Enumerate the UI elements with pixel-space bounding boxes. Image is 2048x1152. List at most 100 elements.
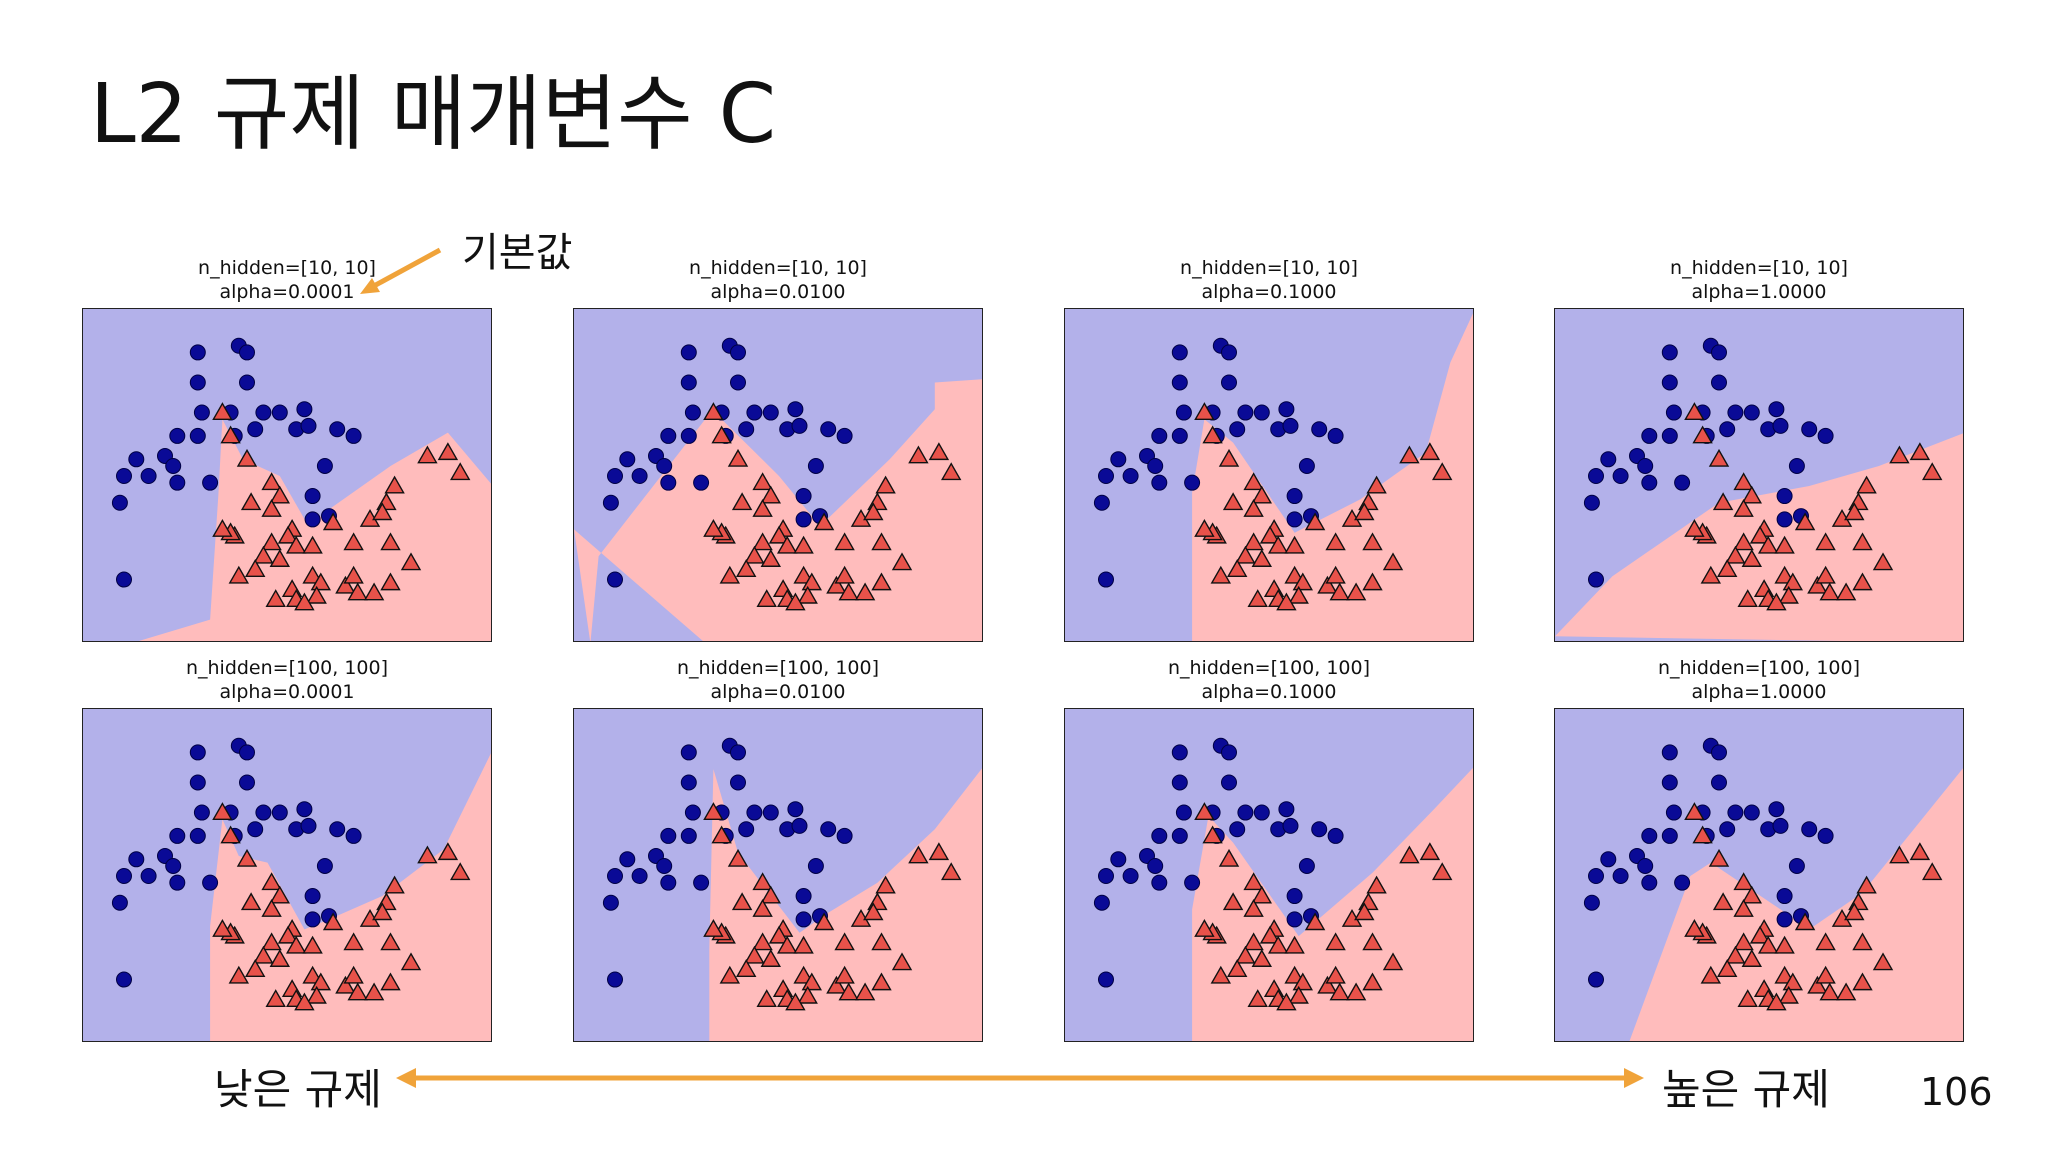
- class1-point: [1362, 572, 1383, 591]
- class1-point: [1366, 875, 1387, 894]
- panel-title-alpha: alpha=0.1000: [1201, 281, 1337, 303]
- class0-point: [189, 827, 206, 844]
- class0-point: [1221, 374, 1237, 391]
- class0-point: [795, 511, 812, 528]
- decision-boundary-plot: [1064, 308, 1474, 642]
- class1-point: [1794, 912, 1816, 931]
- class1-point: [1329, 982, 1350, 1001]
- class1-point: [1345, 582, 1367, 601]
- class0-point: [738, 421, 755, 438]
- class1-point: [1774, 535, 1795, 554]
- class1-point: [928, 842, 950, 861]
- class1-point: [265, 589, 286, 608]
- class1-point: [269, 549, 291, 567]
- class0-point: [1661, 374, 1678, 391]
- class1-point: [261, 472, 282, 491]
- class1-point: [302, 935, 323, 954]
- class0-point: [1817, 827, 1834, 844]
- class1-point: [1226, 559, 1248, 577]
- class0-point: [189, 374, 206, 391]
- class1-point: [1757, 935, 1779, 954]
- class0-point: [730, 374, 746, 391]
- class0-point: [807, 857, 824, 874]
- class0-point: [1171, 744, 1188, 761]
- class1-point: [1276, 592, 1297, 611]
- decision-boundary-plot: [1064, 708, 1474, 1042]
- class1-point: [1259, 525, 1281, 544]
- decision-boundary-plot: [82, 708, 492, 1042]
- class0-point: [1661, 774, 1678, 791]
- class1-point: [1700, 965, 1722, 984]
- class1-point: [1909, 442, 1931, 461]
- class0-point: [1788, 857, 1805, 874]
- class1-point: [1807, 575, 1828, 594]
- class0-point: [762, 804, 779, 821]
- class1-point: [261, 532, 282, 551]
- class1-point: [253, 545, 274, 564]
- class1-point: [1856, 475, 1877, 494]
- class0-point: [820, 421, 837, 438]
- class1-point: [801, 572, 823, 591]
- class1-point: [347, 982, 368, 1001]
- class1-point: [335, 575, 356, 594]
- class0-point: [1327, 827, 1344, 844]
- class1-point: [731, 492, 753, 511]
- class1-point: [347, 582, 368, 601]
- class1-point: [1807, 975, 1828, 994]
- class1-point: [834, 932, 855, 951]
- panel-title-alpha: alpha=0.0100: [710, 281, 846, 303]
- class0-point: [1600, 451, 1617, 468]
- class0-point: [1674, 874, 1691, 891]
- class1-point: [752, 532, 773, 551]
- class0-point: [1311, 421, 1328, 438]
- panel-title-alpha: alpha=0.0100: [710, 681, 846, 703]
- class0-point: [304, 511, 321, 528]
- class0-point: [1221, 774, 1237, 791]
- class0-point: [1093, 894, 1110, 911]
- class1-point: [871, 572, 892, 591]
- class0-point: [247, 421, 264, 438]
- class1-point: [1766, 992, 1787, 1011]
- class0-point: [165, 457, 182, 474]
- class1-point: [928, 442, 950, 461]
- class0-point: [656, 457, 673, 474]
- class0-point: [1711, 374, 1727, 391]
- class1-point: [1716, 959, 1738, 977]
- class0-point: [255, 804, 272, 821]
- class1-point: [875, 875, 896, 894]
- class1-point: [1815, 532, 1836, 551]
- class1-point: [871, 932, 892, 951]
- class0-point: [304, 911, 321, 928]
- class1-point: [302, 535, 323, 554]
- class1-point: [1399, 445, 1420, 464]
- class1-point: [940, 462, 962, 481]
- class0-point: [239, 744, 255, 761]
- slide-title: L2 규제 매개변수 C: [90, 67, 776, 162]
- class1-point: [220, 425, 241, 444]
- class0-point: [820, 821, 837, 838]
- class0-point: [1171, 827, 1188, 844]
- class1-point: [760, 549, 782, 567]
- class0-point: [1588, 868, 1604, 884]
- class0-point: [189, 744, 206, 761]
- class1-point: [703, 802, 724, 820]
- class1-point: [437, 842, 459, 861]
- class1-point: [310, 972, 332, 991]
- class1-point: [797, 985, 818, 1004]
- class1-point: [363, 982, 385, 1001]
- class1-point: [711, 825, 732, 844]
- class0-point: [684, 804, 701, 821]
- class0-point: [239, 344, 255, 361]
- class1-point: [322, 912, 344, 931]
- class1-point: [1815, 565, 1836, 584]
- class0-point: [746, 404, 763, 421]
- class1-point: [1741, 949, 1763, 967]
- decision-boundary-plot: [1554, 308, 1964, 642]
- class1-point: [1757, 535, 1779, 554]
- class1-point: [1835, 582, 1857, 601]
- class1-point: [253, 945, 274, 964]
- class1-point: [756, 989, 777, 1008]
- class0-point: [1588, 468, 1604, 484]
- class0-point: [239, 374, 255, 391]
